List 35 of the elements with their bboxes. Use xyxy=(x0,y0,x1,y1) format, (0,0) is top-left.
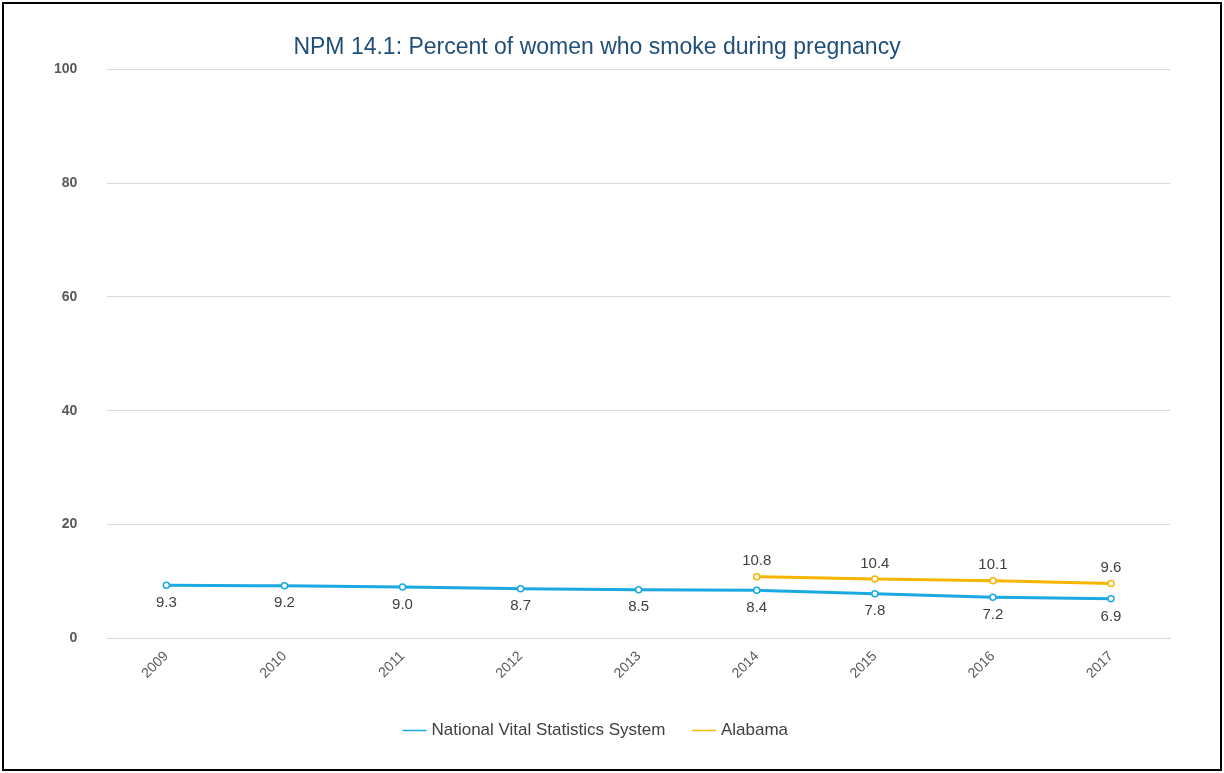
data-label: 9.6 xyxy=(1100,558,1122,576)
data-label: 10.4 xyxy=(860,553,890,571)
point xyxy=(1107,595,1115,603)
data-label: 7.2 xyxy=(982,604,1004,622)
y-tick-label: 20 xyxy=(61,515,78,532)
point xyxy=(753,586,761,595)
y-tick-label: 100 xyxy=(54,60,78,77)
data-label: 7.8 xyxy=(864,601,886,619)
legend-label: National Vital Statistics System xyxy=(431,720,666,740)
point xyxy=(1107,579,1115,588)
data-label: 8.7 xyxy=(510,596,532,614)
chart-title: NPM 14.1: Percent of women who smoke during pregnancy xyxy=(293,33,902,60)
data-label: 8.5 xyxy=(628,597,650,615)
y-tick-label: 60 xyxy=(61,287,78,304)
data-label: 9.3 xyxy=(155,592,177,610)
legend-label: Alabama xyxy=(720,720,789,740)
point xyxy=(516,584,525,593)
point xyxy=(989,593,997,601)
point xyxy=(634,586,643,594)
point xyxy=(753,572,761,581)
y-tick-label: 40 xyxy=(61,401,78,418)
point xyxy=(280,582,289,590)
data-label: 10.8 xyxy=(742,551,772,569)
data-label: 8.4 xyxy=(746,597,768,615)
data-label: 10.1 xyxy=(978,555,1008,573)
point xyxy=(871,575,879,583)
point xyxy=(871,590,879,598)
data-label: 9.0 xyxy=(392,594,413,612)
y-tick-label: 0 xyxy=(69,628,78,645)
point xyxy=(162,581,171,589)
point xyxy=(398,583,407,591)
point xyxy=(989,576,997,585)
data-label: 9.2 xyxy=(274,593,295,611)
y-tick-label: 80 xyxy=(61,174,78,191)
data-label: 6.9 xyxy=(1100,606,1122,624)
